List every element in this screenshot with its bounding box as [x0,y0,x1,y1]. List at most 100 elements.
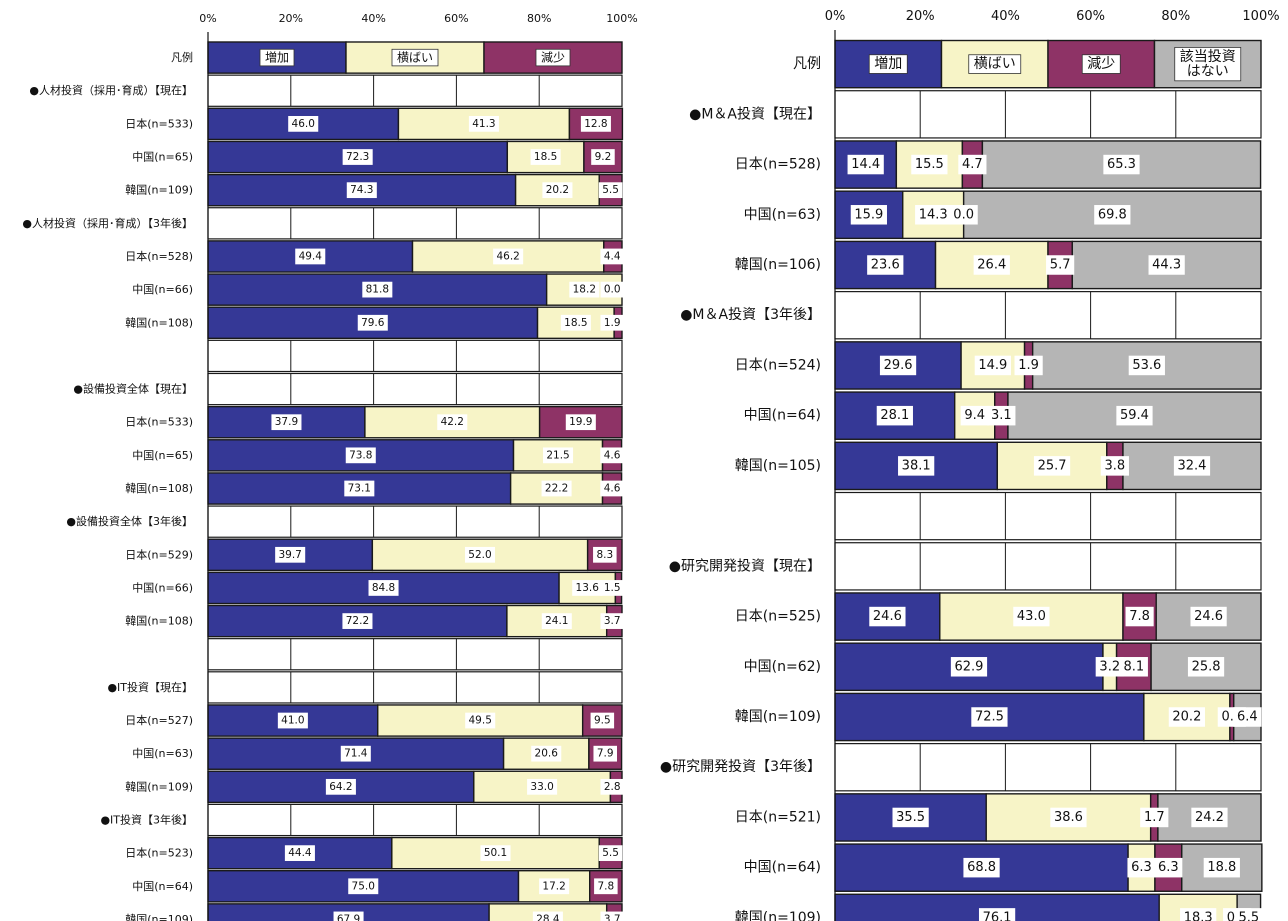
right-stacked-bar-chart: 0% 20% 40% 60% 80% 100% 増加 横ばい 減少 該当投資はない 凡例 ●M＆A投資… [660,9,1280,921]
category-label: 韓国(n=109) [735,709,821,725]
data-label-box [464,546,496,563]
data-label: 24.6 [1194,609,1223,624]
blank-band [834,491,1262,541]
data-label: 65.3 [1107,157,1136,172]
data-label: 44.3 [1152,258,1181,273]
category-label: 中国(n=64) [132,880,193,893]
category-label: 韓国(n=109) [735,910,821,921]
data-label: 37.9 [275,416,298,428]
data-label-box [340,745,371,762]
category-label: 日本(n=528) [735,157,821,173]
data-label-box [542,182,573,199]
data-label-box [600,447,624,464]
x-tick-label: 60% [1076,9,1105,24]
data-label-box [271,414,302,431]
legend-title: 凡例 [793,56,821,72]
data-label-box [950,657,988,677]
group-band [207,505,623,538]
data-label: 6.4 [1237,710,1258,725]
data-label: 15.5 [915,157,944,172]
data-label: 18.5 [564,317,587,329]
data-label-box [541,613,572,629]
data-label-box [898,456,935,476]
data-label: 26.4 [977,258,1006,273]
group-band [207,207,623,240]
data-label-box [437,414,468,431]
category-label: 中国(n=63) [744,207,821,223]
data-label-box [1094,205,1131,225]
data-label-box [1095,657,1124,677]
data-label-box [1168,707,1205,727]
data-label: 14.3 [919,207,948,222]
data-label: 42.2 [441,416,464,428]
group-band [834,743,1262,792]
category-label: 中国(n=64) [744,860,821,876]
data-label: 69.8 [1098,207,1127,222]
data-label-box [600,480,624,497]
category-label: 韓国(n=108) [125,482,193,495]
data-label: 0.0 [953,207,974,222]
data-label: 29.6 [884,358,913,373]
group-header-label: ●IT投資【3年後】 [100,812,193,826]
data-label-box [1190,606,1227,627]
x-tick-label: 80% [1161,9,1190,24]
category-label: 中国(n=66) [132,581,193,594]
data-label: 5.5 [1239,910,1260,921]
data-label-box [1050,807,1087,828]
data-label: 43.0 [1017,609,1046,624]
data-label-box [971,707,1008,727]
group-band [207,74,623,107]
data-label-box [325,778,356,795]
data-label-box [1233,707,1262,727]
data-label-box [594,878,618,895]
data-label-box [342,613,373,629]
data-label: 44.4 [288,847,312,859]
data-label: 6.3 [1158,860,1179,875]
data-label: 79.6 [361,317,385,329]
legend-label-box [259,48,295,67]
data-label: 2.8 [604,781,621,793]
data-label-box [527,778,558,795]
data-label-box [531,745,562,762]
data-label: 20.2 [546,184,569,196]
data-label: 18.8 [1207,860,1236,875]
data-label: 28.1 [880,408,909,423]
group-header-label: ●研究開発投資【3年後】 [660,759,821,775]
data-label-box [1103,154,1140,175]
data-label-box [580,115,611,132]
data-label-box [1154,857,1183,878]
data-label-box [493,248,524,265]
bar-segment [834,240,937,290]
category-label: 日本(n=521) [735,809,821,825]
legend-label-line: 増加 [265,51,289,65]
legend-label: 該当投資はない [1180,49,1236,80]
group-header-label: ●IT投資【現在】 [107,680,193,694]
legend-label-box [1174,47,1242,82]
data-label-box [590,712,615,729]
data-label-box [958,154,987,175]
data-label-box [569,281,600,298]
group-header-label: ●研究開発投資【現在】 [669,558,821,574]
data-label: 12.8 [584,118,607,130]
data-label: 84.8 [372,582,395,594]
data-label: 38.1 [902,458,931,473]
data-label: 23.6 [871,258,900,273]
data-label: 9.2 [595,151,612,163]
category-label: 日本(n=528) [125,249,193,263]
data-label-box [1203,857,1240,878]
data-label-box [572,580,603,596]
data-label: 81.8 [366,284,389,296]
category-label: 韓国(n=109) [125,913,193,921]
data-label: 46.2 [496,250,519,262]
data-label-box [1125,606,1154,627]
category-label: 韓国(n=108) [125,615,193,628]
data-label: 62.9 [955,659,984,674]
data-label: 35.5 [896,810,925,825]
bar-segment [895,140,964,189]
data-label: 1.5 [604,582,621,594]
group-header-label: ●人材投資（採用･育成）【3年後】 [22,216,193,230]
data-label-box [879,355,917,376]
data-label: 7.8 [598,880,615,892]
data-label-box [368,580,399,596]
data-label: 50.1 [484,847,507,859]
